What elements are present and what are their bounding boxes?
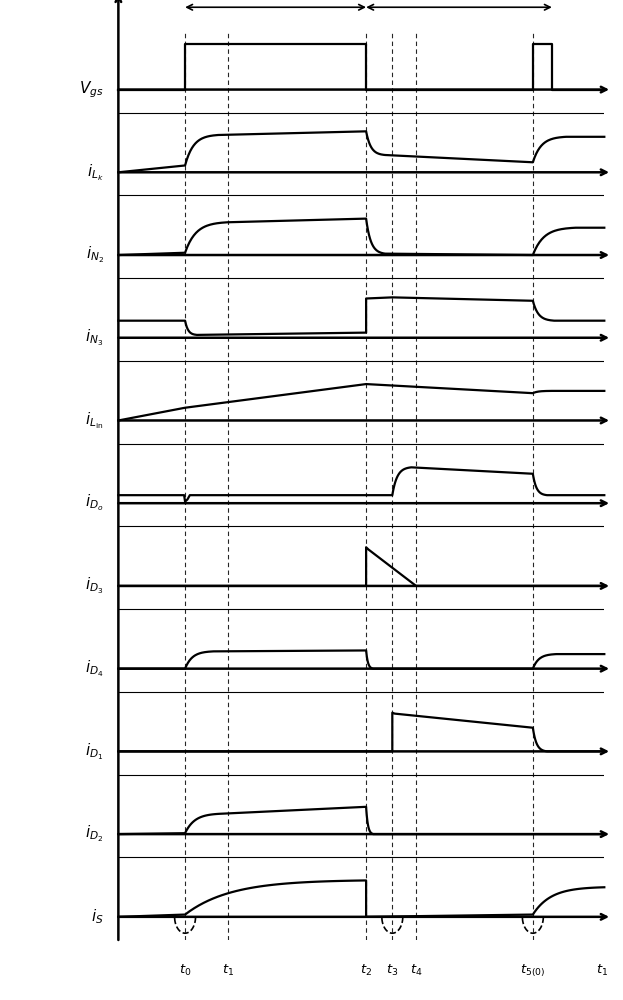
Text: $t_4$: $t_4$ <box>410 963 422 978</box>
Text: $t_3$: $t_3$ <box>386 963 399 978</box>
Text: $i_{D_3}$: $i_{D_3}$ <box>85 576 104 596</box>
Text: $V_{gs}$: $V_{gs}$ <box>79 79 104 100</box>
Text: $t_2$: $t_2$ <box>360 963 372 978</box>
Text: $i_{N_3}$: $i_{N_3}$ <box>85 327 104 348</box>
Text: $i_{L_k}$: $i_{L_k}$ <box>87 162 104 183</box>
Text: $t_{5(0)}$: $t_{5(0)}$ <box>520 963 546 979</box>
Text: $i_{D_o}$: $i_{D_o}$ <box>85 493 104 513</box>
Text: $i_{D_4}$: $i_{D_4}$ <box>85 658 104 679</box>
Text: $t_1$: $t_1$ <box>596 963 608 978</box>
Text: $t_0$: $t_0$ <box>179 963 191 978</box>
Text: $i_{D_2}$: $i_{D_2}$ <box>85 824 104 844</box>
Text: $t_1$: $t_1$ <box>222 963 234 978</box>
Text: $i_{D_1}$: $i_{D_1}$ <box>85 741 104 762</box>
Text: $i_{N_2}$: $i_{N_2}$ <box>85 245 104 265</box>
Text: $i_S$: $i_S$ <box>91 907 104 926</box>
Text: $i_{L_{\mathrm{in}}}$: $i_{L_{\mathrm{in}}}$ <box>85 410 104 431</box>
